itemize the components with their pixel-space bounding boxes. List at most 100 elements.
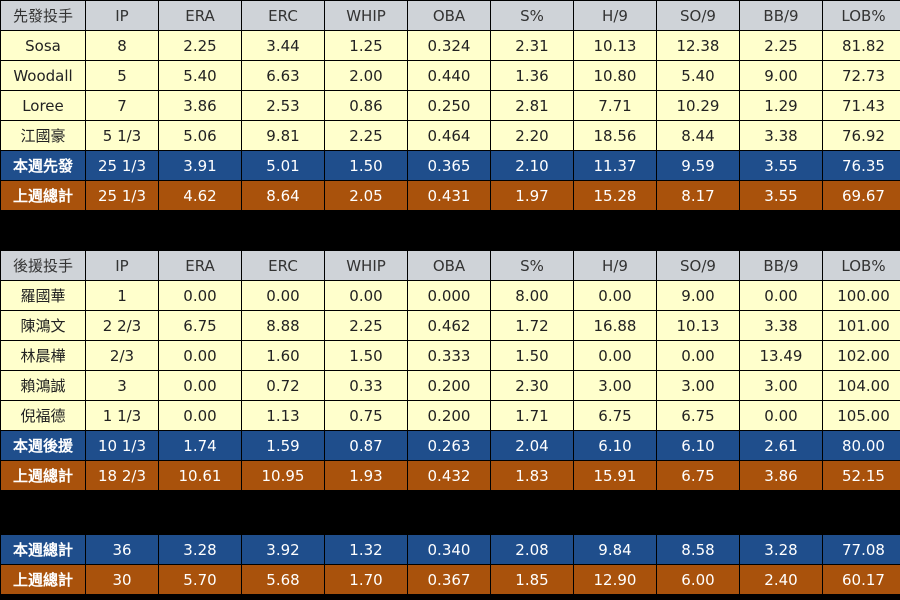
oba-cell: 0.000 bbox=[408, 281, 490, 310]
era-cell: 6.75 bbox=[159, 311, 241, 340]
h9-cell: 16.88 bbox=[574, 311, 656, 340]
so9-cell: 9.59 bbox=[657, 151, 739, 180]
bb9-cell: 3.38 bbox=[740, 121, 822, 150]
s-pct-cell: 2.20 bbox=[491, 121, 573, 150]
pitcher-row: 賴鴻誠 3 0.00 0.72 0.33 0.200 2.30 3.00 3.00 3.00 104… bbox=[1, 371, 900, 400]
era-cell: 5.06 bbox=[159, 121, 241, 150]
column-header-erc: ERC bbox=[242, 1, 324, 30]
column-header-era: ERA bbox=[159, 251, 241, 280]
ip-cell: 18 2/3 bbox=[86, 461, 158, 490]
s-pct-cell: 1.36 bbox=[491, 61, 573, 90]
erc-cell: 10.95 bbox=[242, 461, 324, 490]
column-header-erc: ERC bbox=[242, 251, 324, 280]
s-pct-cell: 1.71 bbox=[491, 401, 573, 430]
s-pct-cell: 1.72 bbox=[491, 311, 573, 340]
bb9-cell: 3.55 bbox=[740, 151, 822, 180]
bb9-cell: 1.29 bbox=[740, 91, 822, 120]
erc-cell: 0.72 bbox=[242, 371, 324, 400]
ip-cell: 5 bbox=[86, 61, 158, 90]
column-header-bb9: BB/9 bbox=[740, 1, 822, 30]
lob-pct-cell: 71.43 bbox=[823, 91, 900, 120]
lob-pct-cell: 76.92 bbox=[823, 121, 900, 150]
erc-cell: 1.60 bbox=[242, 341, 324, 370]
row-label: Sosa bbox=[1, 31, 85, 60]
s-pct-cell: 2.81 bbox=[491, 91, 573, 120]
whip-cell: 0.87 bbox=[325, 431, 407, 460]
era-cell: 5.40 bbox=[159, 61, 241, 90]
so9-cell: 6.00 bbox=[657, 565, 739, 594]
column-header-pitcher: 後援投手 bbox=[1, 251, 85, 280]
erc-cell: 1.13 bbox=[242, 401, 324, 430]
row-label: 陳鴻文 bbox=[1, 311, 85, 340]
row-label: 本週總計 bbox=[1, 535, 85, 564]
s-pct-cell: 2.31 bbox=[491, 31, 573, 60]
whip-cell: 2.05 bbox=[325, 181, 407, 210]
this-week-relievers-row: 本週後援 10 1/3 1.74 1.59 0.87 0.263 2.04 6.10 6.10 2… bbox=[1, 431, 900, 460]
erc-cell: 3.92 bbox=[242, 535, 324, 564]
bb9-cell: 3.38 bbox=[740, 311, 822, 340]
h9-cell: 15.28 bbox=[574, 181, 656, 210]
h9-cell: 3.00 bbox=[574, 371, 656, 400]
ip-cell: 7 bbox=[86, 91, 158, 120]
erc-cell: 6.63 bbox=[242, 61, 324, 90]
whip-cell: 2.25 bbox=[325, 121, 407, 150]
whip-cell: 1.25 bbox=[325, 31, 407, 60]
s-pct-cell: 1.83 bbox=[491, 461, 573, 490]
column-header-pitcher: 先發投手 bbox=[1, 1, 85, 30]
lob-pct-cell: 105.00 bbox=[823, 401, 900, 430]
row-label: 上週總計 bbox=[1, 565, 85, 594]
whip-cell: 0.33 bbox=[325, 371, 407, 400]
last-week-relievers-row: 上週總計 18 2/3 10.61 10.95 1.93 0.432 1.83 15.91 6.… bbox=[1, 461, 900, 490]
era-cell: 3.28 bbox=[159, 535, 241, 564]
s-pct-cell: 1.85 bbox=[491, 565, 573, 594]
erc-cell: 3.44 bbox=[242, 31, 324, 60]
row-label: Loree bbox=[1, 91, 85, 120]
oba-cell: 0.431 bbox=[408, 181, 490, 210]
column-header-h9: H/9 bbox=[574, 251, 656, 280]
so9-cell: 9.00 bbox=[657, 281, 739, 310]
column-header-era: ERA bbox=[159, 1, 241, 30]
pitcher-row: 江國豪 5 1/3 5.06 9.81 2.25 0.464 2.20 18.56 8.44 3.… bbox=[1, 121, 900, 150]
lob-pct-cell: 76.35 bbox=[823, 151, 900, 180]
ip-cell: 1 1/3 bbox=[86, 401, 158, 430]
h9-cell: 10.80 bbox=[574, 61, 656, 90]
lob-pct-cell: 69.67 bbox=[823, 181, 900, 210]
column-header-h9: H/9 bbox=[574, 1, 656, 30]
lob-pct-cell: 72.73 bbox=[823, 61, 900, 90]
ip-cell: 2/3 bbox=[86, 341, 158, 370]
oba-cell: 0.200 bbox=[408, 371, 490, 400]
column-header-oba: OBA bbox=[408, 1, 490, 30]
oba-cell: 0.462 bbox=[408, 311, 490, 340]
lob-pct-cell: 104.00 bbox=[823, 371, 900, 400]
erc-cell: 2.53 bbox=[242, 91, 324, 120]
erc-cell: 8.88 bbox=[242, 311, 324, 340]
header-row: 先發投手 IP ERA ERC WHIP OBA S% H/9 SO/9 BB/9 LOB% bbox=[1, 1, 900, 30]
pitcher-row: Loree 7 3.86 2.53 0.86 0.250 2.81 7.71 10.29 1.29… bbox=[1, 91, 900, 120]
so9-cell: 5.40 bbox=[657, 61, 739, 90]
bb9-cell: 3.28 bbox=[740, 535, 822, 564]
column-header-lob-pct: LOB% bbox=[823, 251, 900, 280]
ip-cell: 1 bbox=[86, 281, 158, 310]
bb9-cell: 2.61 bbox=[740, 431, 822, 460]
h9-cell: 0.00 bbox=[574, 281, 656, 310]
row-label: 上週總計 bbox=[1, 461, 85, 490]
header-row: 後援投手 IP ERA ERC WHIP OBA S% H/9 SO/9 BB/9 LOB% bbox=[1, 251, 900, 280]
so9-cell: 0.00 bbox=[657, 341, 739, 370]
whip-cell: 1.50 bbox=[325, 341, 407, 370]
oba-cell: 0.200 bbox=[408, 401, 490, 430]
pitcher-row: 倪福德 1 1/3 0.00 1.13 0.75 0.200 1.71 6.75 6.75 0.0… bbox=[1, 401, 900, 430]
era-cell: 0.00 bbox=[159, 371, 241, 400]
lob-pct-cell: 77.08 bbox=[823, 535, 900, 564]
ip-cell: 25 1/3 bbox=[86, 151, 158, 180]
starters-table: 先發投手 IP ERA ERC WHIP OBA S% H/9 SO/9 BB/9 LOB% Sos… bbox=[0, 0, 900, 211]
row-label: 賴鴻誠 bbox=[1, 371, 85, 400]
pitcher-row: 陳鴻文 2 2/3 6.75 8.88 2.25 0.462 1.72 16.88 10.13 3… bbox=[1, 311, 900, 340]
lob-pct-cell: 102.00 bbox=[823, 341, 900, 370]
row-label: Woodall bbox=[1, 61, 85, 90]
oba-cell: 0.367 bbox=[408, 565, 490, 594]
ip-cell: 36 bbox=[86, 535, 158, 564]
bb9-cell: 13.49 bbox=[740, 341, 822, 370]
column-header-ip: IP bbox=[86, 251, 158, 280]
pitcher-row: Woodall 5 5.40 6.63 2.00 0.440 1.36 10.80 5.40 9.… bbox=[1, 61, 900, 90]
column-header-oba: OBA bbox=[408, 251, 490, 280]
